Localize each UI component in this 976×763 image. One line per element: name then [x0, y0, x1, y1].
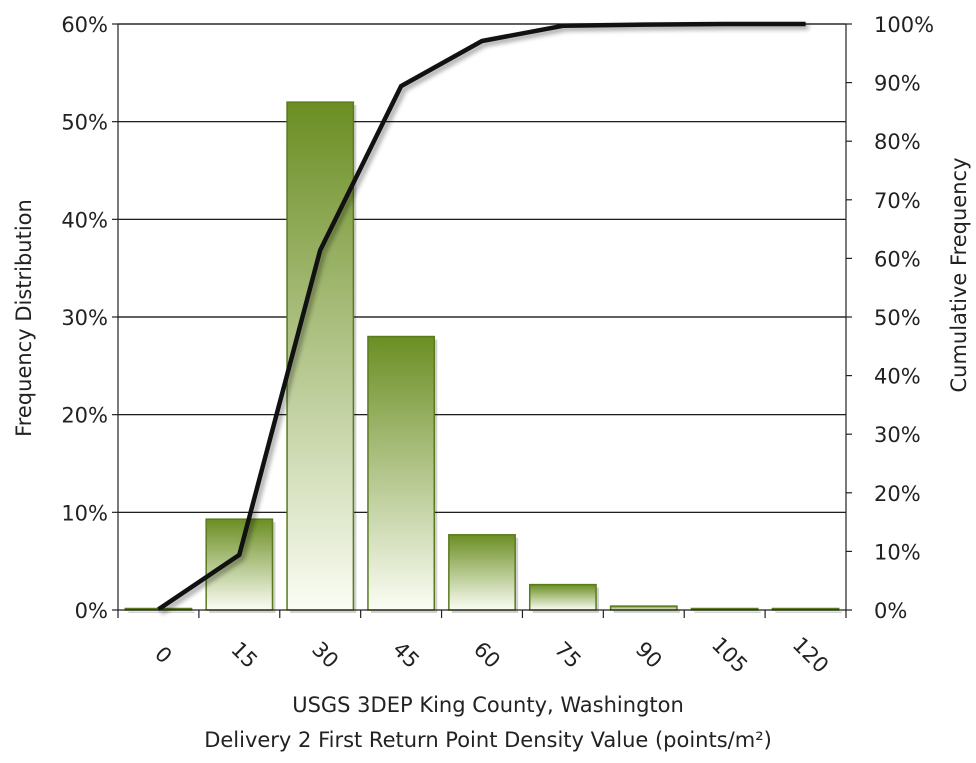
y2-tick-label: 40% [874, 365, 921, 389]
y-tick-label: 0% [75, 599, 108, 623]
bar [205, 518, 274, 611]
x-axis-title-line-1: USGS 3DEP King County, Washington [292, 693, 684, 717]
bar-shadow [775, 611, 842, 613]
y-tick-label: 10% [61, 501, 108, 525]
gridlines [118, 23, 846, 513]
bar [528, 583, 597, 611]
y2-tick-label: 90% [874, 72, 921, 96]
y-axis-title: Frequency Distribution [12, 199, 36, 437]
bar-series [124, 101, 842, 613]
y2-tick-label: 100% [874, 13, 934, 37]
x-tick-label: 120 [788, 632, 833, 677]
x-tick-label: 75 [550, 637, 586, 673]
y-tick-label: 20% [61, 404, 108, 428]
line-series [157, 21, 809, 615]
y-tick-label: 50% [61, 111, 108, 135]
x-tick-label: 45 [388, 637, 424, 673]
y-tick-label: 60% [61, 13, 108, 37]
x-tick-label: 60 [469, 637, 505, 673]
y-tick-label: 40% [61, 208, 108, 232]
y2-tick-label: 0% [874, 599, 907, 623]
y2-tick-label: 60% [874, 247, 921, 271]
y-tick-label: 30% [61, 306, 108, 330]
line-shadow [160, 24, 809, 615]
bar-shadow [694, 611, 761, 613]
y2-tick-label: 50% [874, 306, 921, 330]
y2-tick-label: 20% [874, 482, 921, 506]
bar [367, 335, 436, 611]
y2-axis-title: Cumulative Frequency [947, 157, 971, 392]
y2-tick-label: 80% [874, 130, 921, 154]
right-axis-ticks: 0% 10% 20% 30% 40% 50% 60% 70% 80% 90% 100% [846, 13, 934, 623]
cumulative-line [157, 21, 806, 612]
left-axis-ticks: 0% 10% 20% 30% 40% 50% 60% [61, 13, 118, 623]
x-axis-ticks: 0 15 30 45 60 75 90 105 120 [117, 610, 847, 678]
x-axis-title-line-2: Delivery 2 First Return Point Density Va… [204, 728, 772, 752]
x-tick-label: 0 [150, 642, 176, 668]
bar-shadow [613, 609, 680, 613]
x-tick-label: 30 [307, 637, 343, 673]
x-tick-label: 15 [226, 637, 262, 673]
bar [448, 534, 516, 611]
x-tick-label: 90 [631, 637, 667, 673]
x-tick-label: 105 [707, 632, 752, 677]
y2-tick-label: 30% [874, 423, 921, 447]
y2-tick-label: 70% [874, 189, 921, 213]
y2-tick-label: 10% [874, 540, 921, 564]
